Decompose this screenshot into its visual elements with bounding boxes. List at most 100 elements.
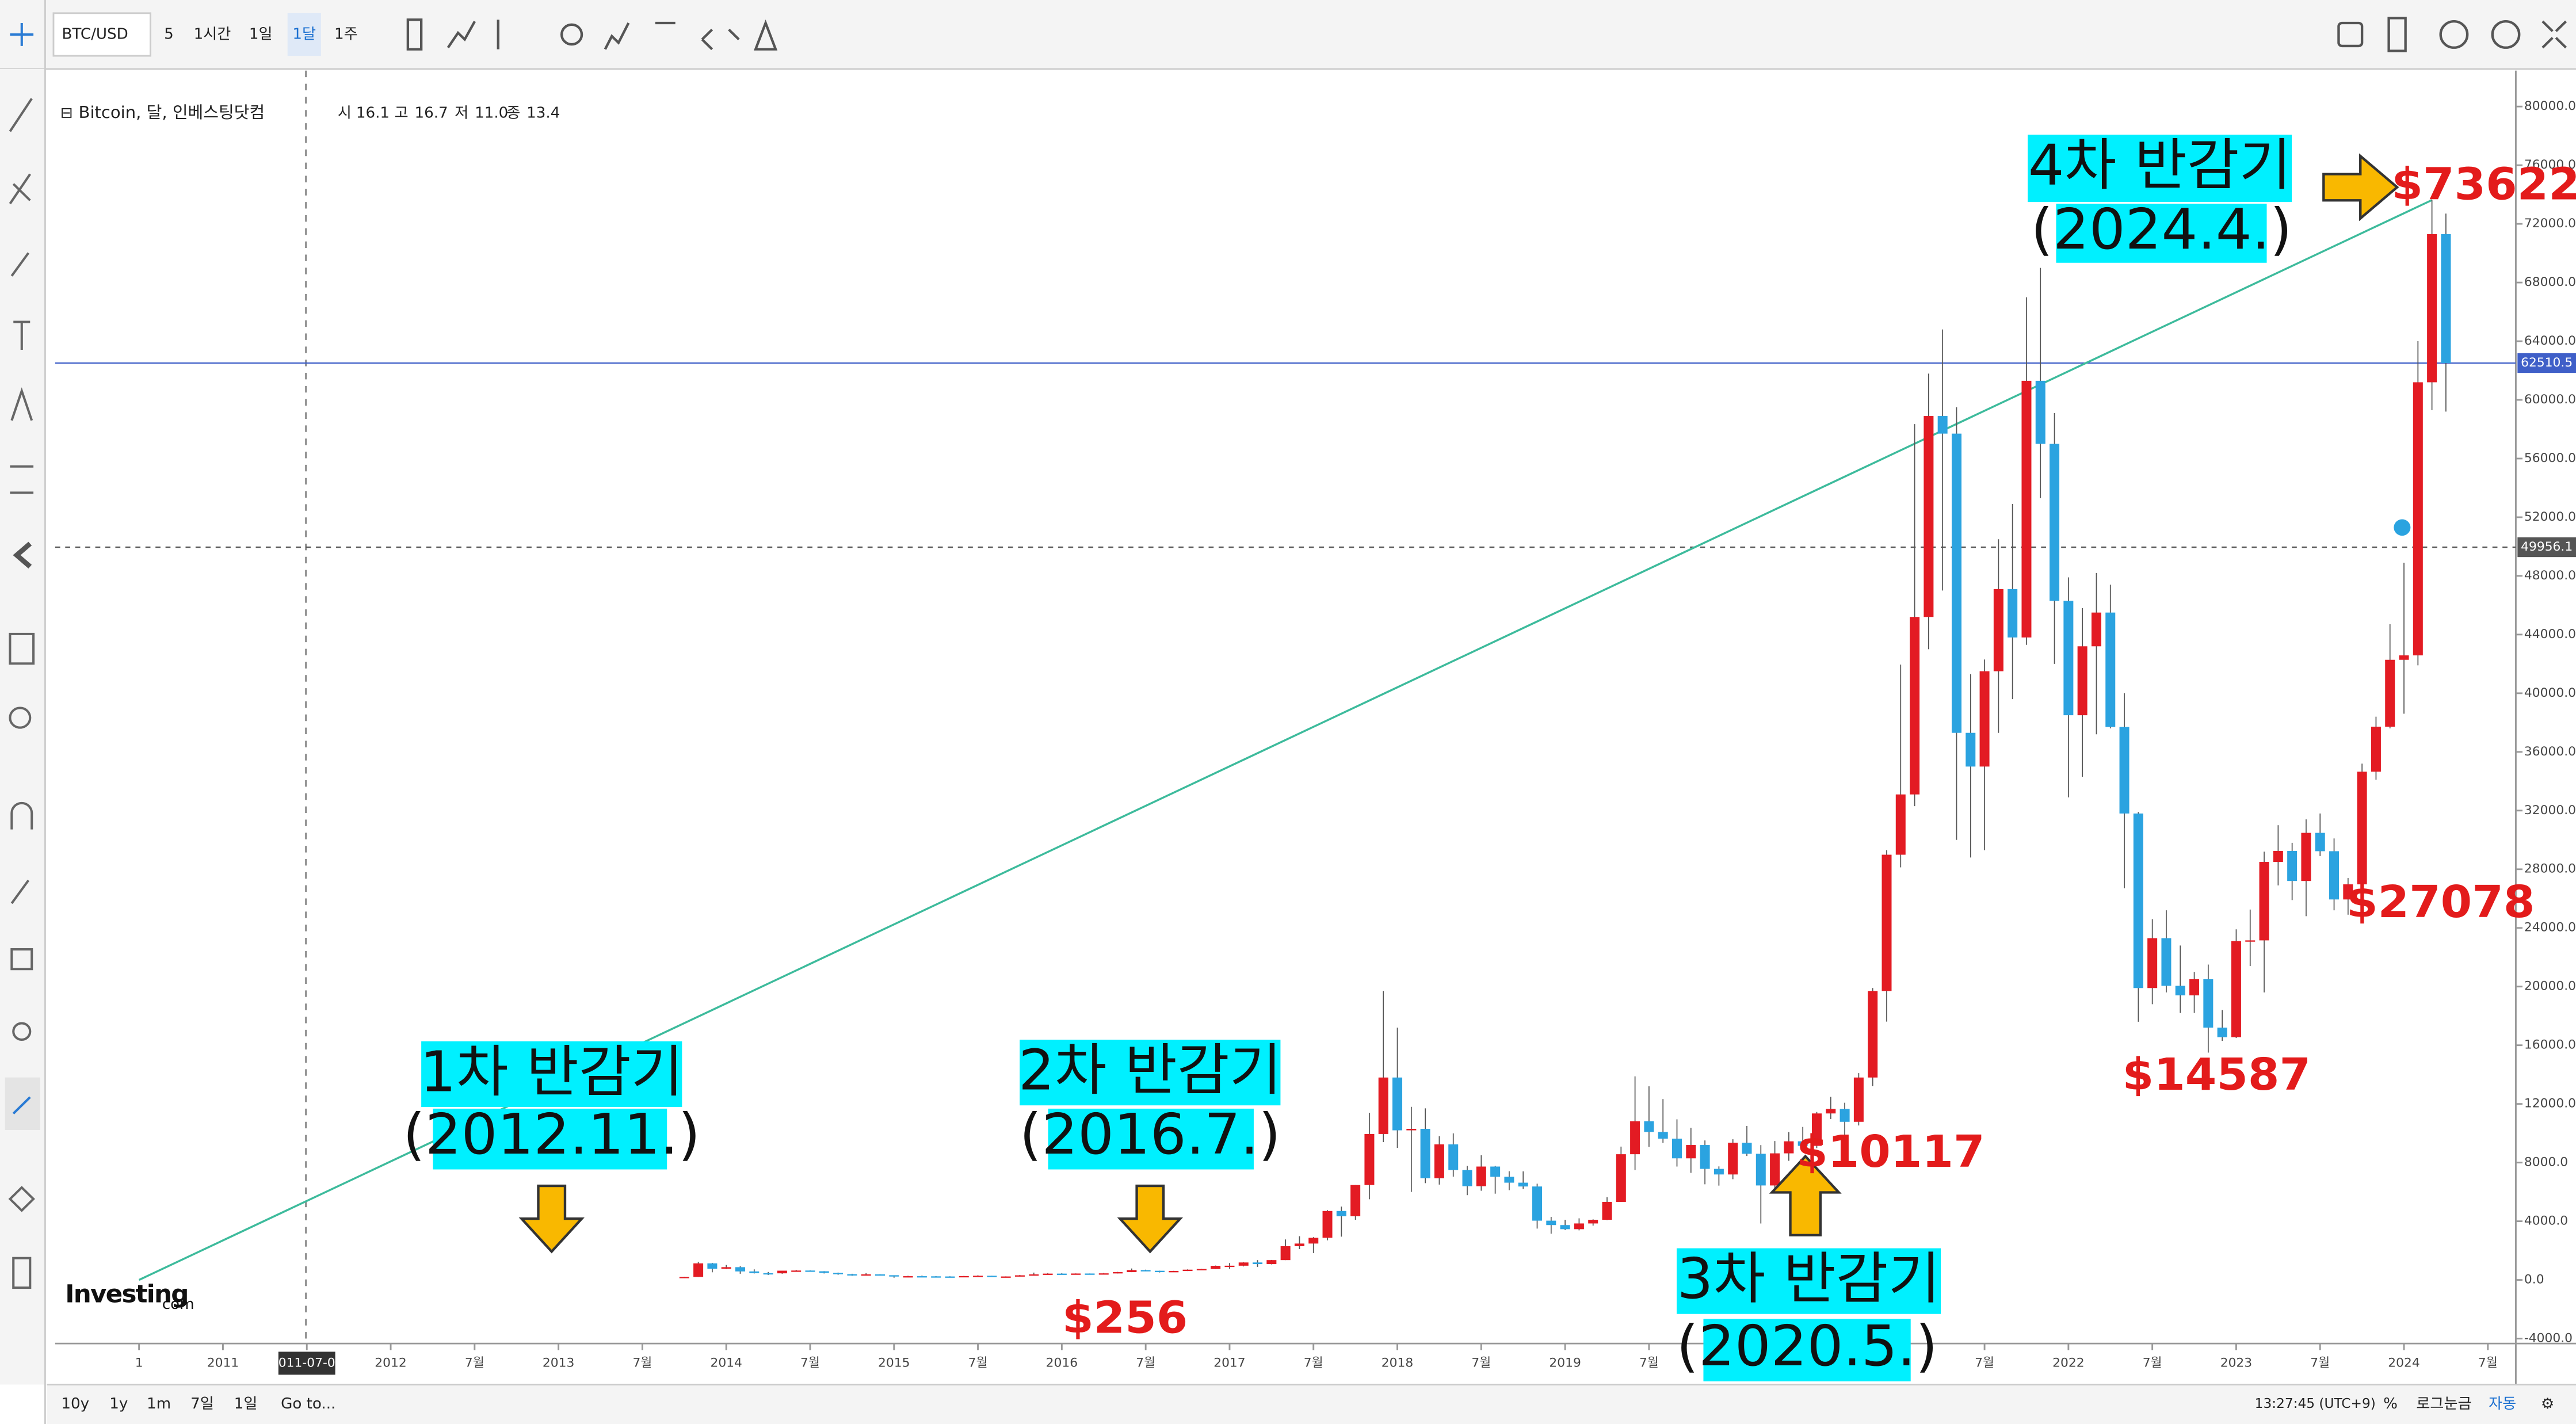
icon-indicators[interactable] [446,21,476,48]
legend-value: 16.1 [356,105,390,122]
tool-zoom[interactable] [9,707,32,729]
log-button[interactable]: 로그눈금 [2416,1395,2471,1412]
y-tick-label: 20000.0 [2524,979,2576,994]
range-button[interactable]: 1m [147,1395,171,1412]
x-tick-label: 7월 [1304,1356,1323,1370]
tool-cross[interactable] [10,22,34,46]
candle-body [1098,1273,1109,1275]
candle-body [2119,727,2130,814]
candle-body [1504,1177,1514,1183]
price-label: $73622 [2391,159,2576,210]
footer [47,1384,2576,1424]
legend-toggle[interactable]: ⊟ [60,105,73,122]
candle-body [2385,659,2395,727]
x-tick-label: 7월 [465,1356,484,1370]
tool-lock[interactable] [10,948,33,971]
symbol-box[interactable] [52,12,151,57]
arrow-down [518,1184,585,1254]
y-tick-label: 4000.0 [2524,1214,2568,1228]
candle-body [987,1276,997,1277]
candle-body [1951,433,1961,733]
percent-button[interactable]: % [2383,1395,2398,1412]
candle-body [889,1275,899,1277]
tool-hide[interactable] [13,541,32,569]
candle-body [1350,1185,1361,1216]
candle-body [1169,1271,1179,1273]
range-button[interactable]: 1일 [234,1395,258,1412]
interval[interactable]: 1달 [292,26,316,43]
tool-eye[interactable] [12,1022,32,1041]
interval[interactable]: 5 [164,26,174,43]
icon-undo[interactable] [701,28,713,51]
settings-button[interactable]: ⚙ [2541,1395,2554,1412]
y-tick-label: 56000.0 [2524,451,2576,465]
symbol[interactable]: BTC/USD [62,26,128,43]
tool-trash[interactable] [12,1257,32,1289]
icon-settings[interactable] [560,23,583,46]
interval[interactable]: 1시간 [194,26,231,43]
tool-layers[interactable] [8,1186,35,1212]
candle-body [1127,1270,1137,1273]
tool-line[interactable] [9,98,33,132]
icon-load[interactable] [2439,20,2469,49]
icon-redo[interactable] [728,28,740,41]
x-tick-label: 7월 [2478,1356,2498,1370]
range-button[interactable]: 1y [109,1395,128,1412]
tool-magnet[interactable] [10,801,33,830]
candle-body [1085,1273,1095,1275]
range-button[interactable]: 10y [61,1395,89,1412]
tool-link[interactable] [12,1096,31,1114]
candle-body [1071,1273,1081,1275]
y-tick-label: 48000.0 [2524,568,2576,583]
candle-body [791,1270,802,1272]
interval[interactable]: 1일 [249,26,273,43]
tool-brush[interactable] [10,252,30,277]
legend-value: 16.7 [415,105,448,122]
candle-body [2371,726,2381,772]
icon-studies[interactable] [604,22,630,50]
candle-body [2175,986,2185,996]
icon-fullscreen[interactable] [2541,20,2567,49]
auto-button[interactable]: 자동 [2489,1395,2516,1412]
candle-body [903,1276,913,1278]
candle-body [2091,612,2101,647]
tool-ruler[interactable] [9,632,35,665]
y-tick-label: 8000.0 [2524,1155,2568,1170]
tool-pen[interactable] [10,879,30,904]
candle-body [1630,1121,1640,1155]
marks-layer: 62510.5 49956.1 [55,199,2576,1281]
label-bg [421,1041,682,1108]
icon-candles[interactable] [406,18,423,51]
icon-save[interactable] [2491,20,2521,49]
candle-body [1014,1275,1025,1277]
goto-button[interactable]: Go to... [281,1395,335,1412]
candle-body [2287,850,2298,881]
candle-body [875,1274,885,1276]
candle-body [1322,1211,1333,1238]
candle-body [1826,1109,1836,1114]
tool-pattern[interactable] [10,387,33,421]
icon-snapshot[interactable] [2337,21,2364,48]
range-button[interactable]: 7일 [190,1395,214,1412]
y-tick-label: 44000.0 [2524,627,2576,642]
label-bg [2028,135,2292,203]
tool-text[interactable] [13,320,30,350]
candle-body [2399,655,2409,660]
tool-fib[interactable] [9,173,31,205]
x-tick-label: 7월 [1639,1356,1659,1370]
price-tag [2517,353,2576,373]
logo-suffix: com [162,1296,194,1313]
candle-body [1742,1143,1752,1154]
candle-body [2217,1028,2227,1037]
interval[interactable]: 1주 [334,26,358,43]
icon-layout[interactable] [2387,17,2407,52]
x-tick-label: 2018 [1382,1356,1413,1370]
candle-body [707,1263,718,1269]
icon-alert[interactable] [754,19,778,51]
tool-measure[interactable] [10,465,34,494]
candle-body [2301,833,2311,881]
candle-body [1937,416,1948,434]
halving-title: 4차 반감기 [2028,133,2292,198]
y-tick-label: 40000.0 [2524,686,2576,700]
